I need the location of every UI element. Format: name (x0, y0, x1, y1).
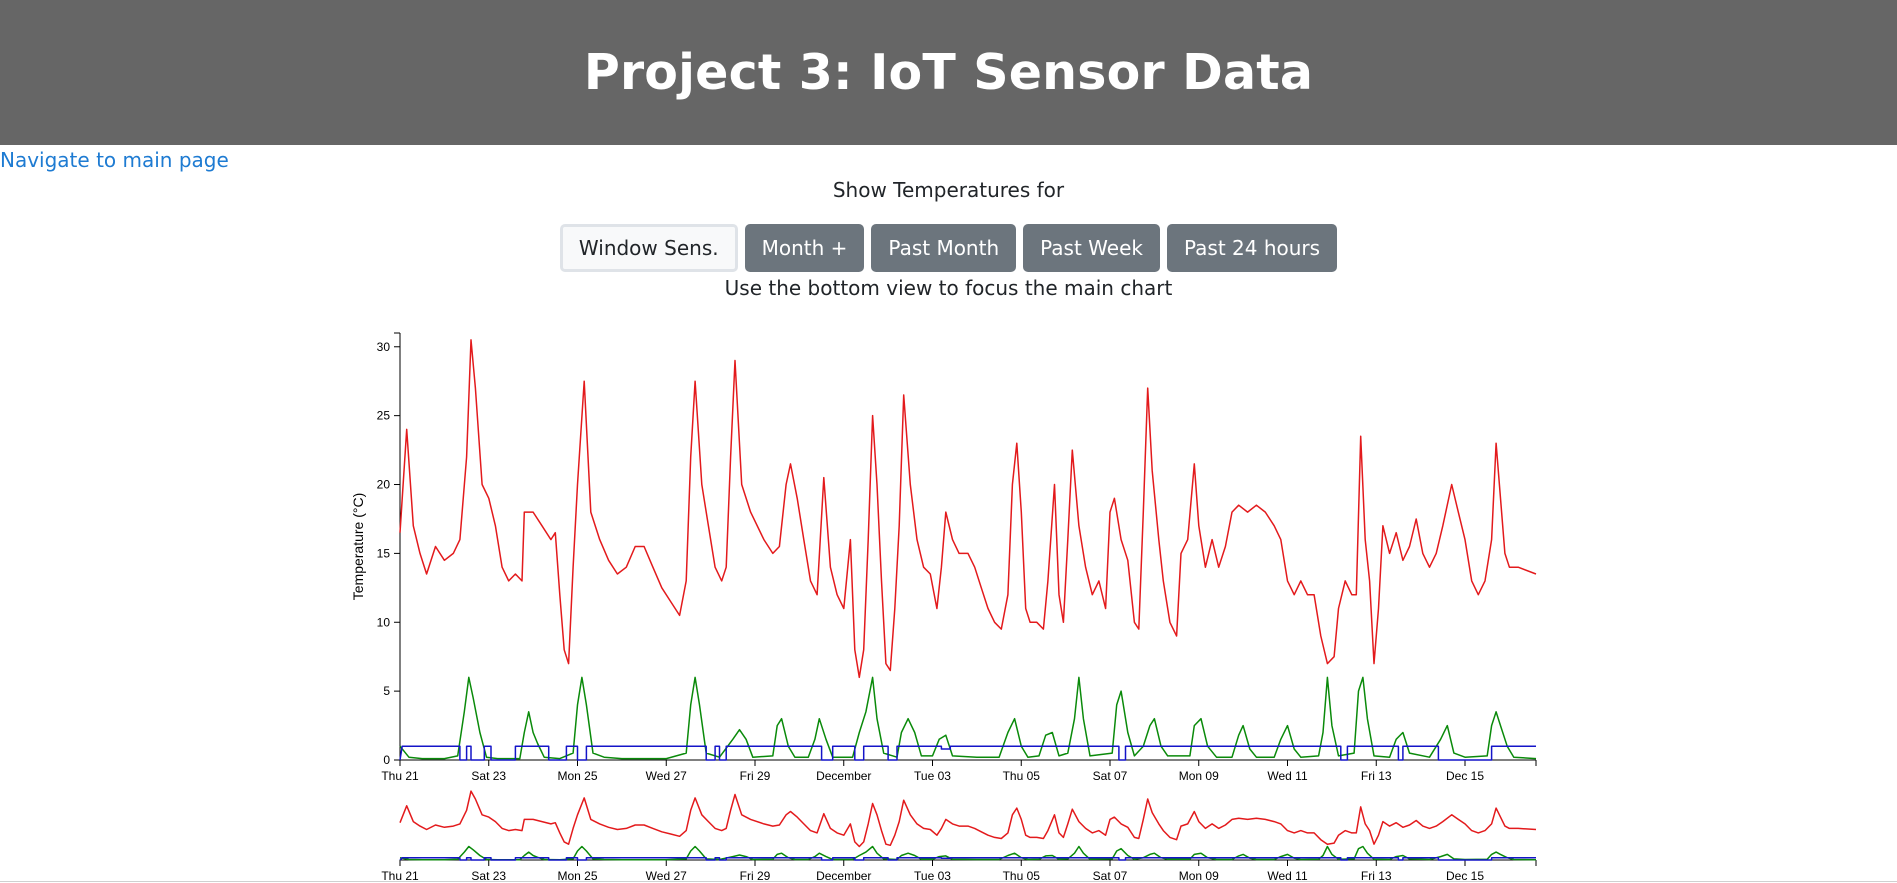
past-24-hours-button[interactable]: Past 24 hours (1166, 224, 1338, 272)
context-series-line-2 (399, 856, 1536, 861)
y-tick-label: 5 (383, 684, 390, 698)
context-x-tick-label: Thu 21 (381, 869, 419, 883)
main-x-tick-label: Tue 03 (914, 769, 951, 783)
month-plus-button[interactable]: Month + (744, 224, 865, 272)
context-x-tick-label: Dec 15 (1446, 869, 1484, 883)
past-month-button[interactable]: Past Month (871, 224, 1017, 272)
context-x-tick-label: Mon 09 (1179, 869, 1219, 883)
main-x-tick-label: Thu 21 (381, 769, 419, 783)
show-temperatures-label: Show Temperatures for (832, 178, 1065, 202)
main-x-tick-label: Wed 11 (1267, 769, 1308, 783)
main-x-tick-label: Sat 23 (471, 769, 506, 783)
past-week-button[interactable]: Past Week (1023, 224, 1160, 272)
context-x-tick-label: Thu 05 (1003, 869, 1041, 883)
y-tick-label: 30 (377, 340, 391, 354)
context-series-line-0 (399, 790, 1537, 848)
main-x-tick-label: Mon 25 (557, 769, 597, 783)
main-x-tick-label: Fri 13 (1361, 769, 1392, 783)
y-tick-label: 0 (383, 753, 390, 767)
main-x-tick-label: Wed 27 (646, 769, 687, 783)
main-series-line-0 (399, 339, 1537, 679)
context-x-tick-label: Wed 27 (646, 869, 687, 883)
main-series-line-2 (399, 745, 1536, 761)
context-x-tick-label: Sat 23 (471, 869, 506, 883)
context-x-tick-label: December (816, 869, 871, 883)
y-tick-label: 15 (377, 546, 391, 560)
main-x-tick-label: December (816, 769, 871, 783)
context-x-tick-label: Mon 25 (557, 869, 597, 883)
y-tick-label: 20 (377, 478, 391, 492)
context-x-tick-label: Wed 11 (1267, 869, 1308, 883)
context-x-tick-label: Sat 07 (1093, 869, 1128, 883)
focus-hint: Use the bottom view to focus the main ch… (724, 276, 1173, 300)
main-x-tick-label: Fri 29 (740, 769, 771, 783)
window-sensor-button[interactable]: Window Sens. (559, 224, 738, 272)
context-x-tick-label: Fri 13 (1361, 869, 1392, 883)
range-button-group: Window Sens. Month + Past Month Past Wee… (0, 224, 1897, 272)
main-x-tick-label: Mon 09 (1179, 769, 1219, 783)
y-axis-label: Temperature (°C) (350, 493, 366, 601)
main-series-line-1 (399, 676, 1537, 760)
page-header: Project 3: IoT Sensor Data (0, 0, 1897, 145)
context-x-tick-label: Fri 29 (740, 869, 771, 883)
main-x-tick-label: Sat 07 (1093, 769, 1128, 783)
y-tick-label: 10 (377, 615, 391, 629)
y-tick-label: 25 (377, 409, 391, 423)
main-x-tick-label: Dec 15 (1446, 769, 1484, 783)
main-x-tick-label: Thu 05 (1003, 769, 1041, 783)
context-x-tick-label: Tue 03 (914, 869, 951, 883)
main-page-link[interactable]: Navigate to main page (0, 148, 229, 172)
page-title: Project 3: IoT Sensor Data (583, 44, 1314, 101)
page-divider (0, 881, 1897, 882)
